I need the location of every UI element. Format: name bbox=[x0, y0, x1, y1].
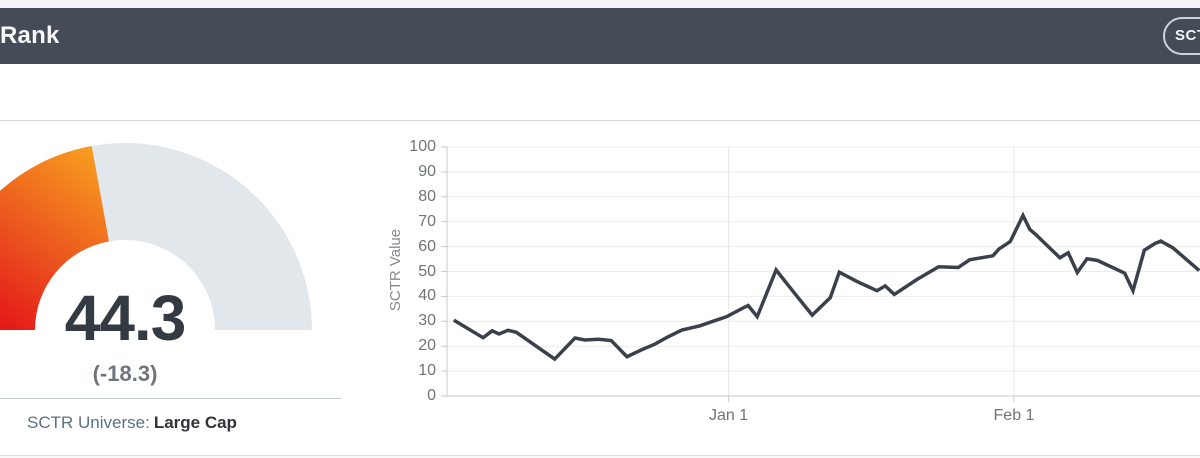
y-axis-label: 50 bbox=[418, 262, 436, 280]
gauge-fill-arc bbox=[0, 146, 109, 330]
widget-bottom-divider bbox=[0, 455, 1200, 456]
y-axis-label: 80 bbox=[418, 187, 436, 205]
sctr-value-line bbox=[452, 211, 1200, 362]
y-axis-label: 60 bbox=[418, 237, 436, 255]
sctr-gauge bbox=[0, 143, 312, 330]
sctr-pill-button[interactable]: SCT bbox=[1163, 17, 1200, 55]
y-axis-label: 100 bbox=[409, 138, 436, 155]
y-axis-label: 10 bbox=[418, 362, 436, 380]
x-axis-label: Jan 1 bbox=[709, 407, 749, 424]
x-axis-label: Feb 1 bbox=[993, 407, 1035, 424]
universe-value: Large Cap bbox=[153, 413, 237, 432]
gauge-value: 44.3 bbox=[64, 282, 187, 354]
y-axis-label: 40 bbox=[418, 287, 436, 305]
widget-header: Rank SCT bbox=[0, 8, 1200, 64]
y-axis-label: 30 bbox=[418, 312, 436, 330]
widget-title: Rank bbox=[0, 22, 60, 49]
bottom-strip bbox=[0, 456, 1200, 458]
universe-row: SCTR Universe: Large Cap bbox=[27, 413, 237, 433]
y-axis-label: 20 bbox=[418, 337, 436, 355]
y-axis-label: 0 bbox=[427, 387, 436, 404]
sctr-line-chart bbox=[441, 146, 1200, 402]
header-divider bbox=[0, 120, 1200, 121]
y-axis-label: 90 bbox=[418, 162, 436, 180]
top-strip bbox=[0, 0, 1200, 8]
universe-label: SCTR Universe: bbox=[27, 413, 150, 432]
gauge-divider bbox=[0, 398, 341, 399]
gauge-delta: (-18.3) bbox=[92, 361, 158, 386]
y-axis-label: 70 bbox=[418, 212, 436, 230]
